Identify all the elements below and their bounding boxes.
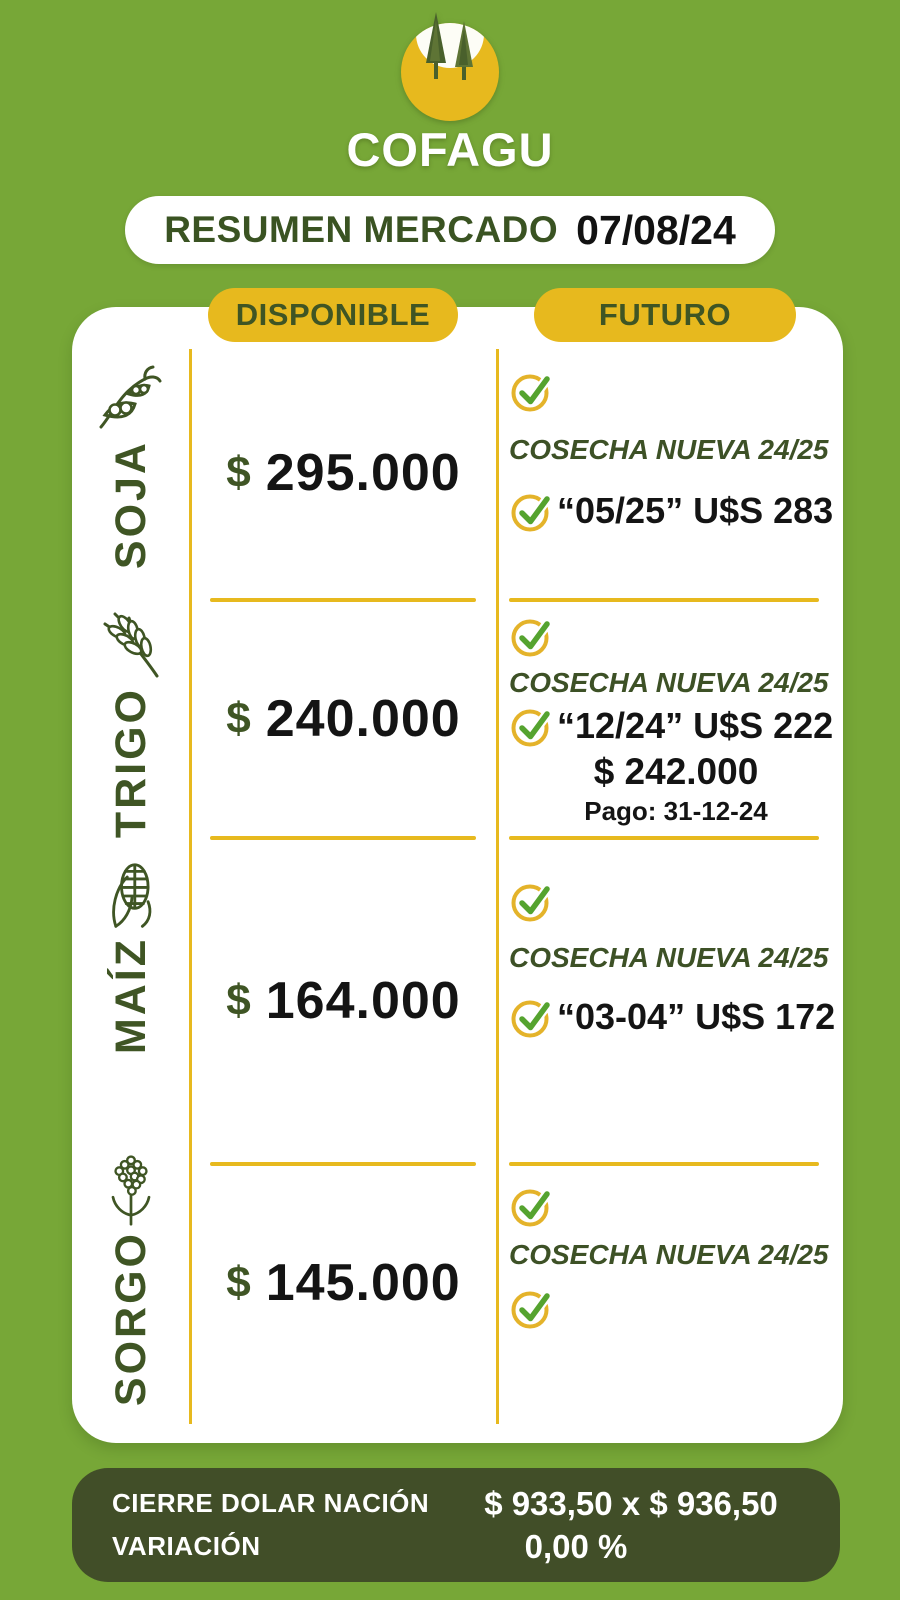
season-label: COSECHA NUEVA 24/25 [509,667,829,698]
row-separator [509,1162,819,1166]
disponible-price: $ 164.000 [190,840,497,1162]
commodity-row-maiz: MAÍZ $ 164.000 COSECHA NUEVA 24/25 [72,840,843,1162]
brand-name: COFAGU [346,123,554,176]
check-circle-icon [511,374,552,412]
sorghum-panicle-icon [111,1155,151,1226]
footer-label-variacion: VARIACIÓN [112,1531,261,1561]
footer-label-cierre: CIERRE DOLAR NACIÓN [112,1488,430,1518]
soybean-pod-icon [99,365,162,429]
row-separator [210,598,476,602]
commodity-row-trigo: TRIGO $ 240.000 COSECHA NUEVA 24/25 [72,602,843,839]
futuro-peso-price: $ 242.000 [593,751,759,792]
currency-symbol: $ [226,447,251,497]
summary-date: 07/08/24 [576,206,736,253]
cofagu-logo-icon [401,12,499,121]
price-value: 145.000 [265,1254,461,1312]
currency-symbol: $ [226,976,251,1025]
commodity-label-zone: SOJA [72,347,190,598]
price-value: 295.000 [265,443,461,502]
futuro-contract-line: “05/25” U$S 283 [509,488,833,534]
commodity-label-zone: MAÍZ [72,840,190,1162]
footer-bar: CIERRE DOLAR NACIÓN $ 933,50 x $ 936,50 … [72,1468,840,1582]
disponible-price: $ 240.000 [190,602,497,836]
futuro-contract-line: “12/24” U$S 222 [509,703,833,749]
row-separator [509,598,819,602]
commodity-label: MAÍZ [106,937,155,1055]
currency-symbol: $ [226,694,251,743]
row-separator [509,836,819,840]
futuro-contract: “05/25” U$S 283 [557,490,834,531]
check-circle-icon [511,1189,552,1227]
footer-value-variacion: 0,00 % [524,1527,628,1565]
footer-value-cierre: $ 933,50 x $ 936,50 [484,1484,778,1522]
price-futuro-divider [496,349,499,1424]
column-header-disponible: DISPONIBLE [208,288,458,342]
check-circle-icon [511,619,552,657]
price-value: 164.000 [265,972,461,1030]
futuro-cell: COSECHA NUEVA 24/25 [497,1166,843,1400]
futuro-contract: “03-04” U$S 172 [557,996,836,1037]
wheat-ear-icon [103,612,159,678]
futuro-payment-date: Pago: 31-12-24 [584,796,768,826]
season-label: COSECHA NUEVA 24/25 [509,1239,829,1270]
corn-cob-icon [112,863,152,928]
row-separator [210,836,476,840]
futuro-cell: COSECHA NUEVA 24/25 “12/24” U$S 222 $ 24… [497,602,843,836]
check-circle-icon [511,1000,552,1038]
season-label: COSECHA NUEVA 24/25 [509,942,829,973]
commodity-label: SORGO [106,1231,155,1407]
commodity-label-zone: TRIGO [72,602,190,839]
commodity-label-zone: SORGO [72,1155,190,1406]
check-circle-icon [511,494,552,532]
disponible-price: $ 145.000 [190,1166,497,1400]
footer-row-dolar: CIERRE DOLAR NACIÓN $ 933,50 x $ 936,50 [112,1485,820,1523]
check-circle-icon [511,1291,552,1329]
currency-symbol: $ [226,1258,251,1307]
row-separator [210,1162,476,1166]
summary-pill: RESUMEN MERCADO 07/08/24 [125,196,775,264]
commodity-label: SOJA [106,440,155,570]
column-header-futuro: FUTURO [534,288,796,342]
futuro-cell: COSECHA NUEVA 24/25 “05/25” U$S 283 [497,347,843,598]
summary-title: RESUMEN MERCADO [164,209,559,250]
commodity-label: TRIGO [106,687,155,839]
label-column-divider [189,349,192,1424]
check-circle-icon [511,709,552,747]
futuro-contract: “12/24” U$S 222 [557,705,834,746]
price-value: 240.000 [265,690,461,748]
futuro-cell: COSECHA NUEVA 24/25 “03-04” U$S 172 [497,840,843,1162]
check-circle-icon [511,884,552,922]
season-label: COSECHA NUEVA 24/25 [509,434,829,465]
market-card: SOJA $ 295.000 COSECHA NUEVA 24/25 [72,307,843,1443]
commodity-row-soja: SOJA $ 295.000 COSECHA NUEVA 24/25 [72,347,843,598]
disponible-price: $ 295.000 [190,347,497,598]
commodity-row-sorgo: SORGO $ 145.000 COSECHA NUEVA 24/25 [72,1155,843,1406]
footer-row-variacion: VARIACIÓN 0,00 % [112,1528,820,1566]
futuro-contract-line: “03-04” U$S 172 [509,994,835,1040]
